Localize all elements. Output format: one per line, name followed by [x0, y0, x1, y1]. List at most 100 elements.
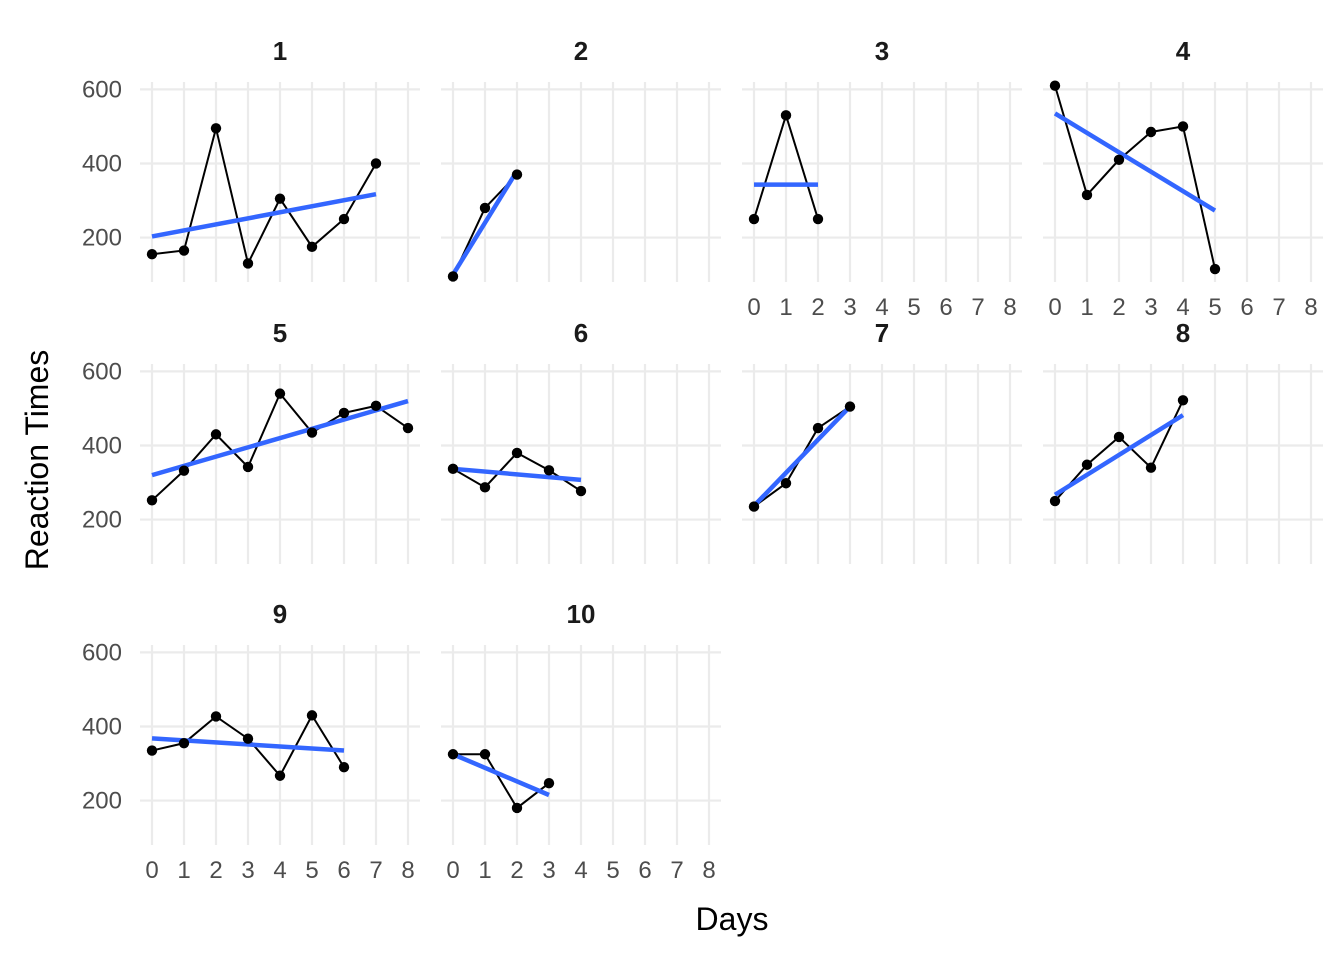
x-tick-label: 3: [843, 294, 856, 321]
data-point: [1145, 126, 1157, 138]
data-point: [178, 465, 190, 476]
y-tick-label: 200: [82, 507, 122, 534]
data-point: [543, 465, 555, 476]
fit-line: [452, 752, 550, 798]
fit-line: [452, 466, 582, 483]
x-tick-label: 7: [971, 294, 984, 321]
data-point: [511, 447, 523, 459]
data-point: [178, 737, 190, 749]
data-point: [543, 777, 555, 789]
facet-panel-5: 5 200 400 600: [82, 318, 420, 564]
data-point: [306, 241, 318, 253]
facet-label: 8: [1176, 318, 1190, 348]
data-point: [447, 749, 459, 760]
y-tick-label: 200: [82, 788, 122, 815]
x-tick-label: 8: [1003, 294, 1016, 321]
x-tick-label: 4: [574, 857, 587, 884]
x-tick-label: 7: [369, 857, 382, 884]
x-tick-label: 8: [702, 857, 715, 884]
data-point: [511, 802, 523, 814]
facet-label: 6: [574, 318, 588, 348]
x-tick-label: 0: [446, 857, 459, 884]
x-tick-label: 1: [779, 294, 792, 321]
data-point: [210, 711, 222, 722]
fit-line: [151, 192, 377, 239]
fit-line: [1053, 413, 1185, 497]
data-point: [812, 422, 824, 434]
y-tick-label: 600: [82, 76, 122, 103]
data-point: [242, 461, 254, 473]
data-point: [1177, 121, 1189, 132]
x-tick-label: 3: [1144, 294, 1157, 321]
data-point: [370, 400, 382, 412]
facet-panel-1: 1 200 400 600: [82, 36, 420, 282]
data-point: [274, 193, 286, 204]
x-tick-label: 5: [305, 857, 318, 884]
facet-label: 1: [273, 36, 287, 66]
facet-label: 9: [273, 599, 287, 629]
facet-label: 10: [567, 599, 596, 629]
facet-label: 2: [574, 36, 588, 66]
x-tick-label: 1: [177, 857, 190, 884]
facet-panel-8: 8: [1043, 318, 1323, 564]
x-tick-label: 5: [1208, 294, 1221, 321]
facet-panel-10: 10 0 1 2 3 4 5 6 7 8: [441, 599, 721, 884]
data-point: [780, 110, 792, 121]
x-tick-label: 0: [145, 857, 158, 884]
data-point: [370, 158, 382, 169]
x-tick-label: 6: [939, 294, 952, 321]
y-axis-title: Reaction Times: [19, 350, 55, 571]
y-tick-label: 600: [82, 639, 122, 666]
data-point: [146, 745, 158, 756]
data-point: [447, 463, 459, 475]
data-point: [780, 478, 792, 489]
x-tick-label: 4: [273, 857, 286, 884]
x-tick-label: 2: [209, 857, 222, 884]
facet-panel-2: 2: [441, 36, 721, 282]
x-tick-label: 2: [510, 857, 523, 884]
data-point: [178, 245, 190, 256]
data-point: [402, 422, 414, 434]
data-point: [511, 169, 523, 180]
data-point: [479, 482, 491, 493]
y-tick-label: 400: [82, 713, 122, 740]
fit-line: [752, 405, 852, 508]
data-point: [210, 123, 222, 134]
x-tick-label: 6: [1240, 294, 1253, 321]
data-point: [1049, 80, 1061, 91]
x-tick-label: 6: [337, 857, 350, 884]
data-point: [274, 388, 286, 399]
x-tick-label: 3: [241, 857, 254, 884]
x-tick-label: 5: [907, 294, 920, 321]
data-point: [1081, 189, 1093, 201]
data-point: [242, 258, 254, 269]
facet-label: 4: [1176, 36, 1191, 66]
x-tick-label: 0: [1048, 294, 1061, 321]
data-point: [306, 710, 318, 721]
data-point: [575, 485, 587, 497]
data-point: [274, 770, 286, 781]
x-tick-label: 6: [638, 857, 651, 884]
data-point: [812, 213, 824, 225]
x-tick-label: 5: [606, 857, 619, 884]
data-point: [1177, 395, 1189, 406]
facet-panel-4: 40 1 2 3 4 5 6 7 8: [1043, 36, 1323, 321]
data-point: [1049, 495, 1061, 507]
fit-line: [1053, 111, 1217, 213]
y-tick-label: 200: [82, 225, 122, 252]
y-tick-label: 600: [82, 358, 122, 385]
x-tick-label: 8: [401, 857, 414, 884]
data-point: [338, 762, 350, 773]
facet-label: 3: [875, 36, 889, 66]
data-point: [748, 213, 760, 225]
x-tick-label: 1: [478, 857, 491, 884]
x-tick-label: 2: [811, 294, 824, 321]
data-point: [479, 749, 491, 760]
series-line: [453, 753, 550, 810]
data-point: [146, 495, 158, 506]
data-point: [748, 501, 760, 512]
x-tick-label: 3: [542, 857, 555, 884]
x-tick-label: 7: [1272, 294, 1285, 321]
x-tick-label: 4: [875, 294, 888, 321]
data-point: [210, 429, 222, 440]
